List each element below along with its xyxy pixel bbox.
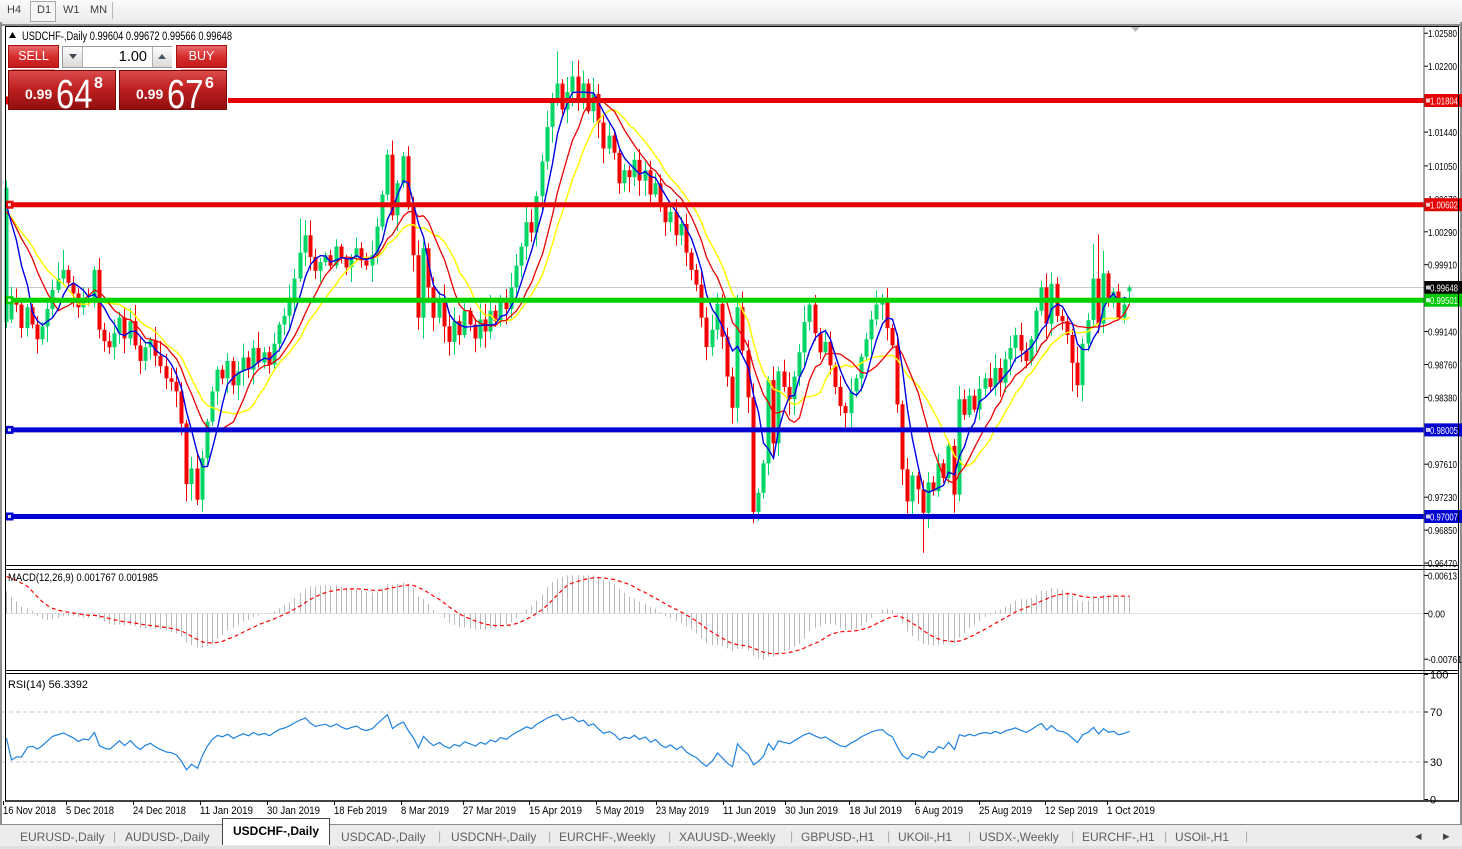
svg-text:0.96470: 0.96470: [1428, 558, 1457, 570]
svg-text:0.98380: 0.98380: [1428, 392, 1457, 404]
svg-text:27 Mar 2019: 27 Mar 2019: [463, 805, 516, 817]
svg-text:5 May 2019: 5 May 2019: [596, 805, 644, 817]
svg-text:24 Dec 2018: 24 Dec 2018: [133, 805, 186, 817]
svg-text:1.00290: 1.00290: [1428, 227, 1457, 239]
svg-text:0.99648: 0.99648: [1430, 283, 1458, 295]
svg-text:0.00613: 0.00613: [1428, 570, 1457, 582]
svg-text:1.02200: 1.02200: [1428, 61, 1457, 73]
svg-text:0.98760: 0.98760: [1428, 360, 1457, 372]
svg-text:8 Mar 2019: 8 Mar 2019: [401, 805, 449, 817]
svg-text:0.99910: 0.99910: [1428, 260, 1457, 272]
svg-text:0.98005: 0.98005: [1430, 425, 1458, 437]
svg-text:1.01440: 1.01440: [1428, 127, 1457, 139]
svg-text:12 Sep 2019: 12 Sep 2019: [1045, 805, 1098, 817]
svg-text:11 Jun 2019: 11 Jun 2019: [723, 805, 776, 817]
svg-text:1.01050: 1.01050: [1428, 161, 1457, 173]
svg-text:1 Oct 2019: 1 Oct 2019: [1107, 805, 1155, 817]
svg-text:0.99140: 0.99140: [1428, 327, 1457, 339]
svg-text:1.02580: 1.02580: [1428, 28, 1457, 40]
svg-text:RSI(14) 56.3392: RSI(14) 56.3392: [8, 679, 88, 691]
svg-text:MACD(12,26,9) 0.001767 0.00198: MACD(12,26,9) 0.001767 0.001985: [8, 572, 158, 584]
svg-text:100: 100: [1430, 670, 1448, 682]
svg-text:25 Aug 2019: 25 Aug 2019: [979, 805, 1032, 817]
svg-text:0.99501: 0.99501: [1430, 295, 1458, 307]
svg-text:1.01804: 1.01804: [1430, 96, 1458, 108]
svg-text:30: 30: [1430, 757, 1442, 769]
svg-text:16 Nov 2018: 16 Nov 2018: [3, 805, 56, 817]
svg-text:USDCHF-,Daily 0.99604 0.99672: USDCHF-,Daily 0.99604 0.99672 0.99566 0.…: [22, 31, 232, 43]
svg-text:0.00: 0.00: [1428, 609, 1445, 621]
svg-text:23 May 2019: 23 May 2019: [656, 805, 709, 817]
svg-text:5 Dec 2018: 5 Dec 2018: [66, 805, 114, 817]
svg-text:11 Jan 2019: 11 Jan 2019: [200, 805, 253, 817]
svg-text:0.97610: 0.97610: [1428, 459, 1457, 471]
svg-text:0.97007: 0.97007: [1430, 512, 1458, 524]
svg-text:6 Aug 2019: 6 Aug 2019: [915, 805, 963, 817]
svg-text:30 Jan 2019: 30 Jan 2019: [267, 805, 320, 817]
svg-text:15 Apr 2019: 15 Apr 2019: [529, 805, 582, 817]
svg-text:1.00602: 1.00602: [1430, 200, 1458, 212]
svg-text:70: 70: [1430, 707, 1442, 719]
svg-text:18 Jul 2019: 18 Jul 2019: [849, 805, 902, 817]
svg-text:-0.00761: -0.00761: [1428, 654, 1462, 666]
svg-text:0.96850: 0.96850: [1428, 525, 1457, 537]
svg-text:30 Jun 2019: 30 Jun 2019: [785, 805, 838, 817]
svg-text:18 Feb 2019: 18 Feb 2019: [334, 805, 387, 817]
svg-text:0.97230: 0.97230: [1428, 492, 1457, 504]
